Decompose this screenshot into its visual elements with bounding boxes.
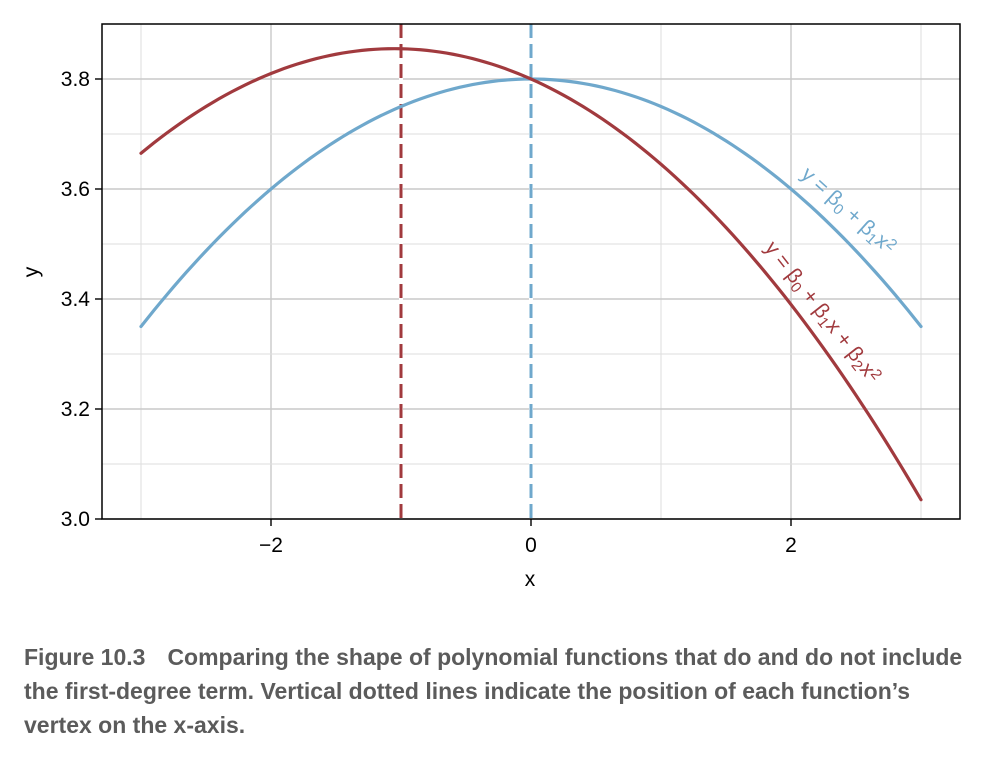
series-label-1: y = β0 + β1x2 xyxy=(795,162,901,261)
x-axis-ticks: −2 0 2 xyxy=(259,519,797,557)
figure-number: Figure 10.3 xyxy=(24,644,146,670)
y-axis-ticks: 3.0 3.2 3.4 3.6 3.8 xyxy=(61,68,102,531)
x-tick-label: −2 xyxy=(259,534,283,557)
y-tick-label: 3.2 xyxy=(61,398,90,421)
x-tick-label: 2 xyxy=(785,534,797,557)
caption-text: Comparing the shape of polynomial functi… xyxy=(24,644,963,738)
polynomial-chart: −2 0 2 3.0 3.2 3.4 3.6 3.8 x y y = β0 + β1x2y … xyxy=(20,23,961,591)
y-tick-label: 3.4 xyxy=(61,288,91,311)
curves xyxy=(139,47,923,502)
x-axis-label: x xyxy=(525,568,536,591)
y-tick-label: 3.8 xyxy=(61,68,90,91)
series-label-2: y = β0 + β1x + β2x2 xyxy=(758,236,886,389)
figure-caption: Figure 10.3 Comparing the shape of polyno… xyxy=(24,640,969,742)
y-tick-label: 3.0 xyxy=(61,508,90,531)
series-line-2 xyxy=(139,47,923,502)
x-tick-label: 0 xyxy=(525,534,537,557)
y-axis-label: y xyxy=(20,266,43,277)
y-tick-label: 3.6 xyxy=(61,178,90,201)
